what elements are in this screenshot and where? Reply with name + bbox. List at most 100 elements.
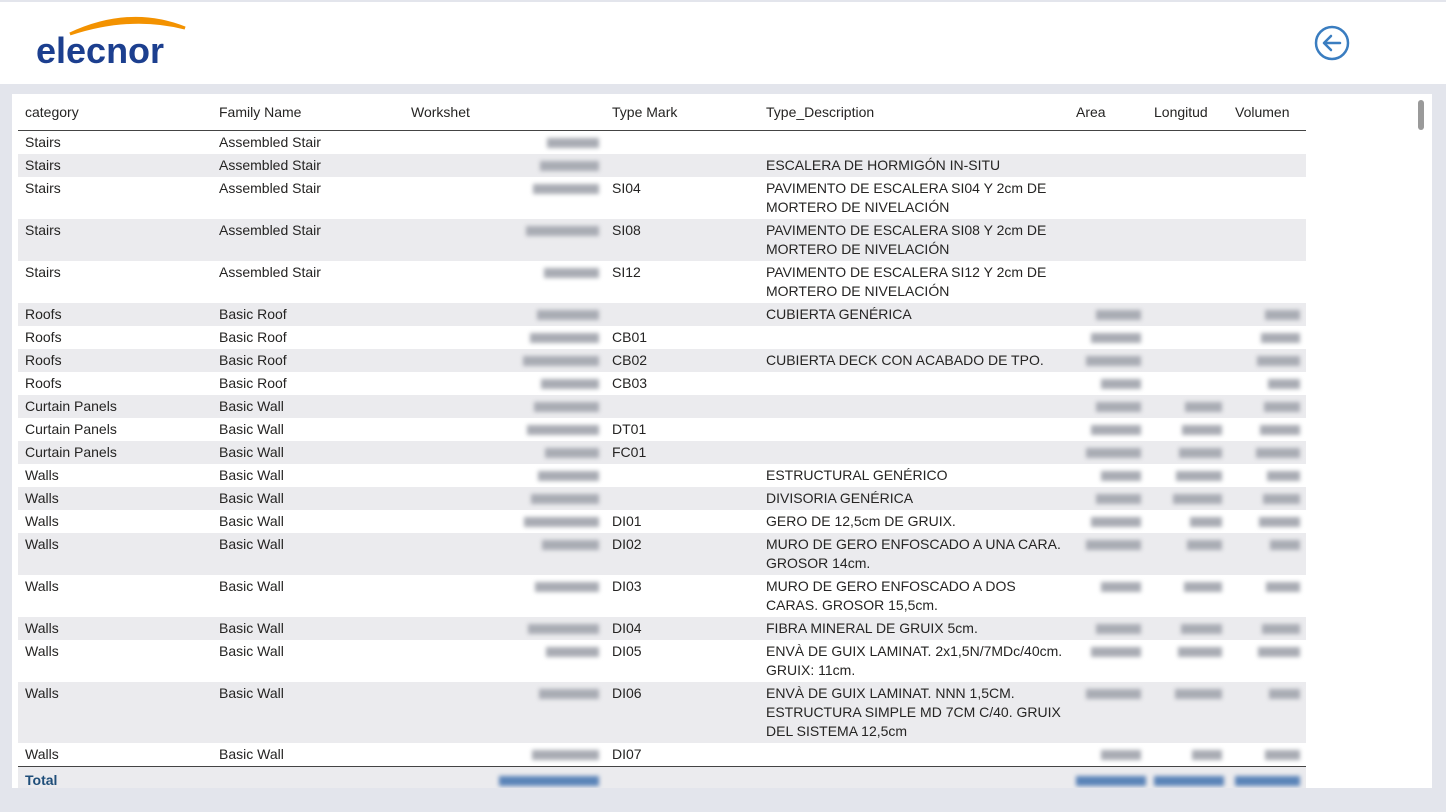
- blur: [1154, 776, 1224, 787]
- cell: Walls: [25, 620, 59, 636]
- blur: [1190, 517, 1222, 528]
- blurred-cell: [1069, 177, 1147, 219]
- blurred-cell: [1228, 372, 1306, 395]
- cell: CB03: [612, 375, 648, 391]
- blurred-cell: [1069, 575, 1147, 617]
- cell: CB01: [612, 329, 648, 345]
- blur: [1192, 750, 1222, 761]
- cell: Walls: [25, 578, 59, 594]
- cell: [759, 743, 1069, 767]
- blurred-cell: [1069, 219, 1147, 261]
- cell: [605, 131, 759, 155]
- blurred-cell: [1147, 154, 1228, 177]
- blur: [1185, 402, 1222, 413]
- blur: [1184, 582, 1222, 593]
- blurred-cell: [1069, 154, 1147, 177]
- cell: DT01: [612, 421, 647, 437]
- cell: Stairs: [25, 264, 61, 280]
- blur: [1256, 448, 1300, 459]
- blurred-cell: [404, 743, 605, 767]
- blurred-cell: [1228, 154, 1306, 177]
- blurred-cell: [1147, 617, 1228, 640]
- blurred-cell: [404, 326, 605, 349]
- cell: Roofs: [25, 375, 62, 391]
- logo-swoosh: [69, 16, 186, 36]
- blurred-cell: [1228, 303, 1306, 326]
- blurred-cell: [1069, 372, 1147, 395]
- table-row: Walls Basic Wall DI01 GERO DE 12,5cm DE GRU…: [18, 510, 1306, 533]
- cell: Assembled Stair: [219, 264, 321, 280]
- cell: CB02: [612, 352, 648, 368]
- blurred-cell: [1069, 464, 1147, 487]
- blurred-cell: [404, 154, 605, 177]
- blurred-cell: [404, 372, 605, 395]
- table-row: Walls Basic Wall DI02 MURO DE GERO ENFOSCAD…: [18, 533, 1306, 575]
- table-body: Stairs Assembled Stair Stairs Assembled Sta…: [18, 131, 1306, 788]
- cell: [212, 766, 404, 788]
- cell: Walls: [25, 746, 59, 762]
- back-button[interactable]: [1312, 23, 1352, 63]
- cell: CUBIERTA GENÉRICA: [766, 306, 912, 322]
- cell: Basic Roof: [219, 329, 287, 345]
- blur: [1091, 425, 1141, 436]
- blur: [1262, 624, 1300, 635]
- blurred-cell: [404, 510, 605, 533]
- table-row: Stairs Assembled Stair SI12 PAVIMENTO DE ES…: [18, 261, 1306, 303]
- table-row: Stairs Assembled Stair ESCALERA DE HORMIGÓ…: [18, 154, 1306, 177]
- blurred-cell: [1228, 219, 1306, 261]
- blurred-cell: [1228, 743, 1306, 767]
- cell: FIBRA MINERAL DE GRUIX 5cm.: [766, 620, 978, 636]
- blurred-cell: [1228, 464, 1306, 487]
- total-row: Total: [18, 766, 1306, 788]
- blurred-cell: [404, 219, 605, 261]
- blur: [526, 226, 599, 237]
- cell: [605, 303, 759, 326]
- table-row: Walls Basic Wall DI07: [18, 743, 1306, 767]
- cell: CUBIERTA DECK CON ACABADO DE TPO.: [766, 352, 1044, 368]
- blur: [1173, 494, 1222, 505]
- blur: [528, 624, 599, 635]
- blurred-cell: [404, 533, 605, 575]
- cell: [605, 766, 759, 788]
- column-header: category: [18, 94, 212, 131]
- blurred-cell: [1069, 326, 1147, 349]
- table-row: Stairs Assembled Stair: [18, 131, 1306, 155]
- scrollbar[interactable]: [1418, 100, 1424, 130]
- blurred-cell: [1147, 131, 1228, 155]
- blur: [545, 448, 599, 459]
- blurred-cell: [404, 682, 605, 743]
- blurred-cell: [1147, 510, 1228, 533]
- blurred-cell: [1069, 766, 1147, 788]
- blur: [1269, 689, 1300, 700]
- cell: [759, 395, 1069, 418]
- cell: [759, 326, 1069, 349]
- cell: ESCALERA DE HORMIGÓN IN-SITU: [766, 157, 1001, 173]
- blur: [1264, 402, 1300, 413]
- blur: [1096, 402, 1141, 413]
- blurred-cell: [1228, 510, 1306, 533]
- blur: [538, 471, 599, 482]
- blurred-cell: [1147, 395, 1228, 418]
- cell: Basic Wall: [219, 467, 284, 483]
- blurred-cell: [404, 464, 605, 487]
- blurred-cell: [1147, 640, 1228, 682]
- cell: PAVIMENTO DE ESCALERA SI04 Y 2cm DE MORT…: [766, 180, 1047, 215]
- blur: [1270, 540, 1300, 551]
- blurred-cell: [404, 766, 605, 788]
- table: category Family Name Workshet Type Mark Type…: [18, 94, 1306, 788]
- blurred-cell: [404, 487, 605, 510]
- cell: Walls: [25, 467, 59, 483]
- blur: [1179, 448, 1222, 459]
- blur: [534, 402, 599, 413]
- cell: SI04: [612, 180, 641, 196]
- blurred-cell: [1228, 682, 1306, 743]
- table-row: Walls Basic Wall DI05 ENVÀ DE GUIX LAMINAT.…: [18, 640, 1306, 682]
- cell: [605, 487, 759, 510]
- blur: [499, 776, 599, 787]
- table-row: Curtain Panels Basic Wall: [18, 395, 1306, 418]
- blur: [1266, 582, 1300, 593]
- blurred-cell: [1147, 418, 1228, 441]
- table-row: Roofs Basic Roof CUBIERTA GENÉRICA: [18, 303, 1306, 326]
- blurred-cell: [404, 303, 605, 326]
- blur: [1096, 494, 1141, 505]
